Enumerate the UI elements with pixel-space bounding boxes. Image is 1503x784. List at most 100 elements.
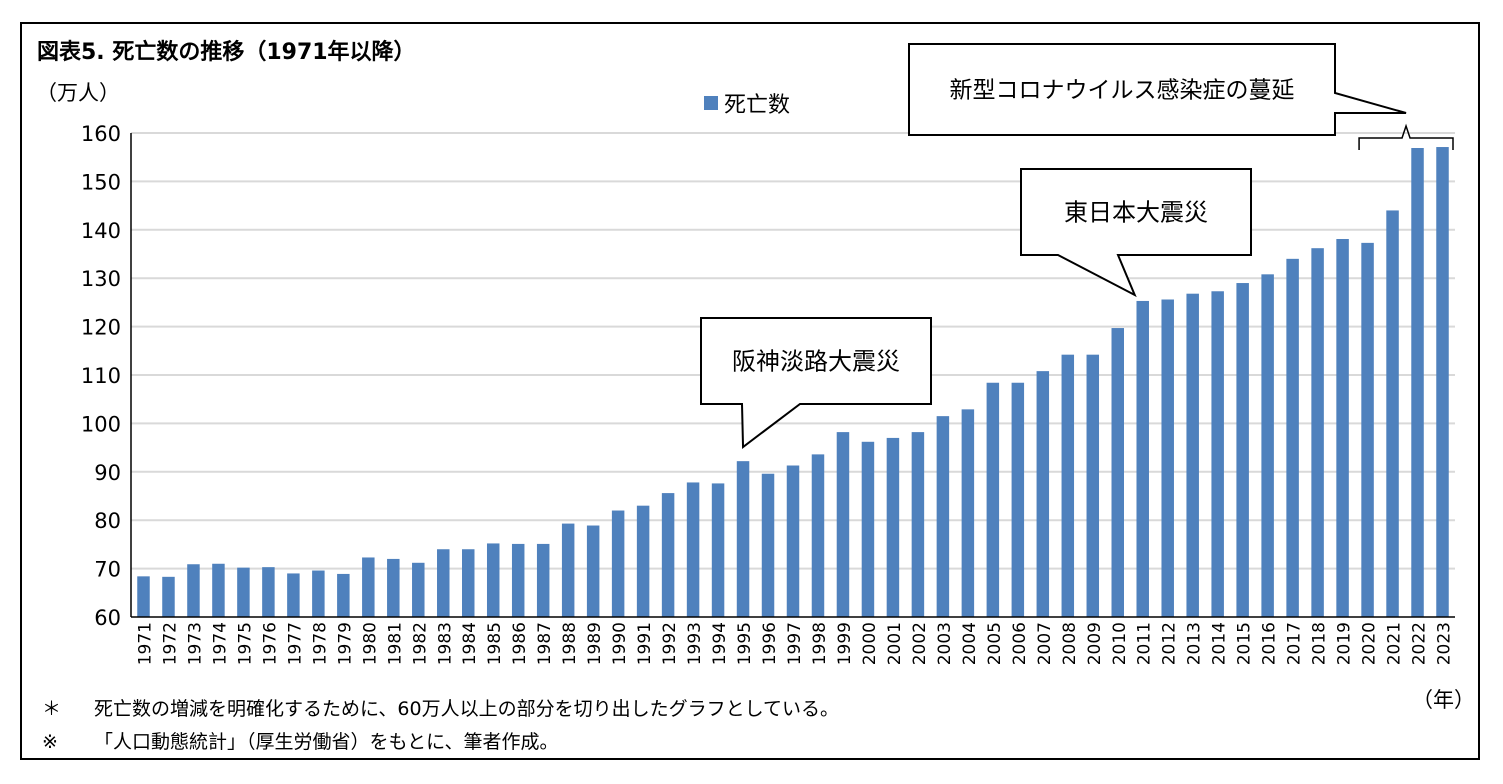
callout-box (700, 317, 932, 449)
y-tick-label: 80 (94, 509, 121, 533)
x-tick-label: 1978 (310, 622, 330, 665)
bar (686, 482, 700, 617)
bar (611, 510, 625, 617)
note-mark: ＊ (42, 698, 62, 720)
x-tick-label: 2004 (960, 622, 980, 665)
chart-title: 図表5. 死亡数の推移（1971年以降） (37, 40, 416, 65)
bar (287, 573, 300, 617)
y-tick-label: 130 (81, 267, 121, 291)
bar (262, 567, 275, 617)
x-tick-label: 1975 (235, 622, 255, 665)
x-tick-label: 2007 (1035, 622, 1055, 665)
bar (1236, 283, 1249, 617)
x-tick-label: 1995 (735, 622, 755, 665)
x-tick-label: 1990 (610, 622, 630, 665)
bar (786, 465, 800, 617)
x-tick-label: 2006 (1010, 622, 1030, 665)
bar (961, 409, 975, 617)
bar (1361, 242, 1374, 618)
y-axis-unit-label: （万人） (36, 81, 120, 105)
bar (1411, 148, 1424, 617)
bar (1186, 293, 1199, 617)
bar (412, 562, 425, 617)
bar (986, 382, 1000, 617)
note-text: 「人口動態統計」（厚生労働省）をもとに、筆者作成。 (94, 731, 559, 753)
x-tick-label: 2003 (935, 622, 955, 665)
bar (761, 473, 775, 617)
x-tick-label: 1974 (210, 622, 230, 665)
x-tick-label: 1979 (335, 622, 355, 665)
x-tick-label: 2018 (1310, 622, 1330, 665)
bar (212, 563, 225, 617)
chart-frame (20, 22, 1480, 760)
x-tick-label: 2021 (1385, 622, 1405, 665)
bar (1061, 354, 1075, 617)
x-tick-label: 1998 (810, 622, 830, 665)
y-tick-label: 140 (81, 219, 121, 243)
callout-hanshin: 阪神淡路大震災 (700, 317, 932, 449)
bar (1161, 299, 1174, 617)
legend: 死亡数 (704, 87, 790, 119)
x-tick-label: 2001 (885, 622, 905, 665)
callout-label: 阪神淡路大震災 (732, 347, 900, 375)
bar (387, 558, 400, 617)
bar (836, 432, 850, 617)
bar (536, 543, 550, 617)
bar (1011, 382, 1025, 617)
x-tick-label: 1980 (360, 622, 380, 665)
bar (337, 573, 350, 617)
x-tick-label: 1983 (435, 622, 455, 665)
callout-label: 新型コロナウイルス感染症の蔓延 (950, 78, 1295, 104)
bracket (1358, 123, 1454, 150)
bar (312, 570, 325, 617)
x-tick-label: 2008 (1060, 622, 1080, 665)
bar (237, 567, 250, 617)
x-tick-label: 2020 (1360, 622, 1380, 665)
x-tick-label: 1986 (510, 622, 530, 665)
callout-label: 東日本大震災 (1064, 198, 1208, 226)
x-tick-label: 1996 (760, 622, 780, 665)
x-tick-label: 1973 (185, 622, 205, 665)
x-tick-label: 1999 (835, 622, 855, 665)
x-tick-label: 2013 (1185, 622, 1205, 665)
bar (636, 505, 650, 617)
axes (130, 133, 1455, 618)
x-tick-label: 1988 (560, 622, 580, 665)
x-tick-labels: 1971 1972 1973 1974 1975 1976 1977 1978 1979 1980… (135, 622, 1454, 665)
callout-box (1020, 168, 1252, 298)
x-tick-label: 1981 (385, 622, 405, 665)
y-tick-label: 100 (81, 412, 121, 436)
x-tick-label: 1987 (535, 622, 555, 665)
x-tick-label: 1991 (635, 622, 655, 665)
note-mark: ※ (42, 731, 58, 753)
x-axis-unit-label: （年） (1412, 688, 1475, 712)
x-tick-label: 1977 (285, 622, 305, 665)
bar (736, 461, 750, 617)
x-tick-label: 2011 (1135, 622, 1155, 665)
bar (1261, 274, 1274, 617)
bar (1136, 300, 1149, 617)
x-tick-label: 2009 (1085, 622, 1105, 665)
bar (437, 549, 450, 617)
bars (137, 147, 1449, 618)
x-tick-label: 1971 (135, 622, 155, 665)
y-tick-labels: 60 70 80 90 100 110 120 130 140 150 160 (81, 122, 121, 630)
bar (711, 483, 725, 617)
bar (1311, 248, 1324, 617)
bar (362, 557, 375, 617)
callouts: 阪神淡路大震災 東日本大震災 新型コロナウイルス感染症の蔓延 (700, 43, 1454, 449)
x-tick-label: 1993 (685, 622, 705, 665)
x-tick-label: 2000 (860, 622, 880, 665)
bar (1211, 291, 1224, 617)
x-tick-label: 1989 (585, 622, 605, 665)
bar (462, 549, 475, 617)
bar (1111, 328, 1124, 617)
bar (936, 416, 950, 617)
x-tick-label: 1982 (410, 622, 430, 665)
bar (187, 564, 200, 617)
bar (1336, 238, 1349, 617)
x-tick-label: 1985 (485, 622, 505, 665)
bar (811, 454, 825, 617)
y-tick-label: 160 (81, 122, 121, 146)
note-line: ※ 「人口動態統計」（厚生労働省）をもとに、筆者作成。 (42, 727, 559, 754)
